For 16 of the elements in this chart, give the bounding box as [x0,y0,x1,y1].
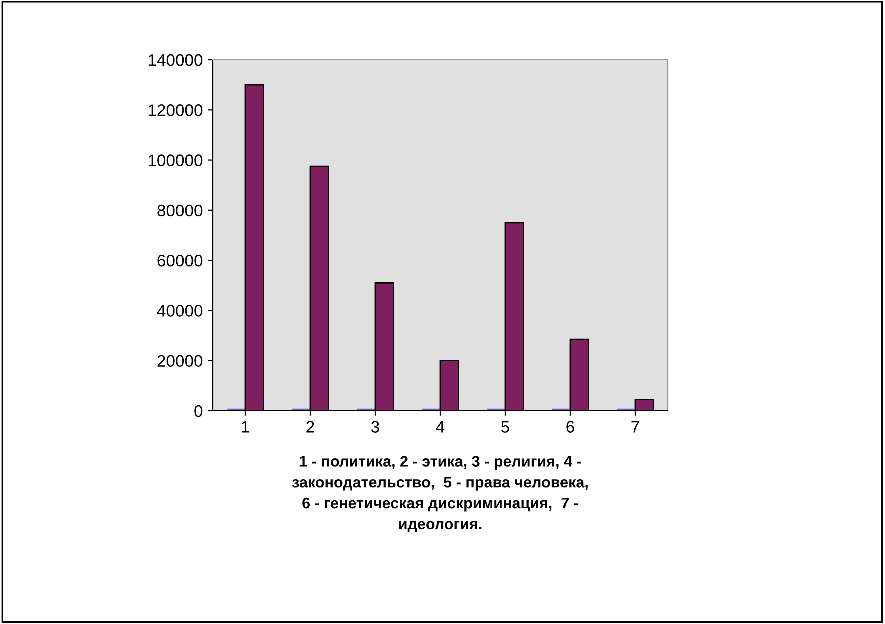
x-tick-label: 6 [566,421,574,433]
y-tick-label: 0 [194,405,203,418]
x-tick-label: 1 [242,421,250,433]
y-tick-label: 100000 [148,154,203,166]
x-tick-label: 4 [436,421,445,433]
y-tick-label: 120000 [148,104,203,116]
y-tick-label: 40000 [157,305,203,317]
y-tick-label: 60000 [158,254,203,267]
x-tick-label: 7 [632,421,640,433]
x-tick-label: 2 [306,421,314,433]
y-tick-label: 20000 [158,355,203,368]
x-tick-label: 5 [502,421,510,433]
y-tick-label: 80000 [158,204,203,217]
y-tick-label: 140000 [148,54,203,66]
x-axis-title: 1 - политика, 2 - этика, 3 - религия, 4 - законодательство, 5 - права человека, 6 - генетическая дискриминация, 7 - идеология. [292,456,588,532]
x-tick-label: 3 [372,421,380,433]
